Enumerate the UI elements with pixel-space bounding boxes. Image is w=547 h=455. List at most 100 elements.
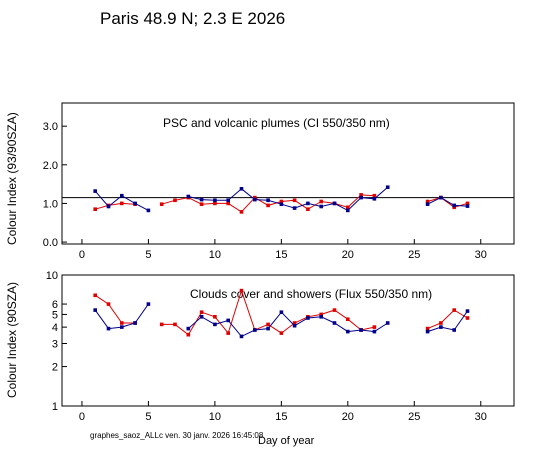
data-point-blue-top — [465, 204, 470, 208]
data-point-blue-top — [146, 208, 151, 213]
data-point-blue-top — [253, 197, 257, 202]
data-point-red-bottom — [173, 322, 177, 327]
data-point-blue-top — [279, 202, 284, 206]
data-point-red-bottom — [120, 321, 124, 325]
data-point-blue-bottom — [239, 334, 244, 339]
data-point-red-bottom — [439, 321, 443, 325]
plot-frame-top — [61, 102, 515, 245]
data-point-red-bottom — [372, 325, 377, 329]
series-group-top: 0 5 10 15 20 25 30 0.0 1.0 2.0 3.0 — [43, 121, 514, 261]
y-tick-label-bottom-5: 6 — [52, 299, 58, 311]
panel-psc: PSC and volcanic plumes (CI 550/350 nm) … — [5, 102, 515, 261]
data-point-red-bottom — [239, 288, 244, 293]
data-point-red-top — [93, 207, 97, 211]
data-point-red-bottom — [292, 321, 297, 325]
x-tick-label-bottom-10: 10 — [209, 411, 221, 423]
series-line-red-top-0 — [95, 202, 136, 210]
series-line-red-bottom-0 — [94, 294, 136, 324]
data-point-red-top — [465, 201, 470, 206]
series-line-blue-top-1 — [188, 186, 389, 212]
data-point-blue-top — [306, 201, 310, 206]
data-point-blue-top — [120, 193, 124, 198]
data-point-red-bottom — [319, 312, 323, 317]
data-point-red-top — [226, 201, 230, 206]
data-point-blue-top — [346, 208, 350, 213]
data-point-red-top — [292, 198, 297, 203]
data-point-red-bottom — [266, 322, 270, 327]
data-point-blue-top — [319, 204, 323, 209]
data-point-red-bottom — [199, 310, 204, 314]
y-tick-label-bottom-3: 4 — [52, 322, 58, 334]
x-axis-label: Day of year — [258, 435, 315, 447]
data-point-blue-top — [133, 201, 137, 206]
data-point-blue-bottom — [425, 329, 430, 334]
data-point-red-top — [239, 210, 244, 214]
y-tick-label-top-0: 0.0 — [43, 237, 58, 249]
data-point-blue-top — [425, 202, 430, 206]
figure-title: Paris 48.9 N; 2.3 E 2026 — [100, 9, 285, 28]
x-tick-label-top-20: 20 — [342, 249, 354, 261]
data-point-blue-bottom — [93, 308, 97, 312]
data-point-blue-top — [93, 189, 97, 193]
data-point-red-bottom — [213, 315, 217, 319]
data-point-blue-bottom — [226, 318, 230, 323]
data-point-blue-top — [186, 194, 191, 199]
data-point-red-top — [253, 195, 257, 200]
data-point-red-bottom — [465, 316, 470, 320]
footer-timestamp: graphes_saoz_ALLc ven. 30 janv. 2026 16:… — [90, 431, 264, 440]
data-point-red-top — [425, 199, 430, 204]
series-line-blue-top-2 — [427, 197, 468, 207]
x-tick-label-bottom-25: 25 — [408, 411, 420, 423]
data-point-red-bottom — [452, 308, 456, 312]
data-point-blue-top — [239, 187, 244, 191]
data-point-blue-bottom — [266, 326, 270, 331]
y-tick-label-top-1: 1.0 — [43, 198, 58, 210]
panel-clouds: Clouds cover and showers (Flux 550/350 n… — [5, 270, 515, 423]
y-axis-label-top: Colour Index (93/90SZA) — [5, 112, 19, 245]
y-tick-label-top-3: 3.0 — [43, 121, 58, 133]
data-point-red-bottom — [279, 331, 284, 335]
y-tick-label-bottom-1: 2 — [52, 362, 58, 374]
data-point-blue-bottom — [106, 326, 111, 331]
data-point-blue-bottom — [279, 310, 284, 314]
y-tick-label-top-2: 2.0 — [43, 160, 58, 172]
data-point-red-top — [266, 203, 270, 208]
annotation-clouds: Clouds cover and showers (Flux 550/350 n… — [190, 287, 432, 301]
data-point-blue-bottom — [292, 323, 297, 328]
data-point-blue-bottom — [372, 329, 377, 334]
annotation-psc: PSC and volcanic plumes (CI 550/350 nm) — [163, 116, 390, 130]
data-point-blue-bottom — [452, 328, 456, 332]
x-tick-label-top-15: 15 — [275, 249, 287, 261]
data-point-red-top — [120, 201, 124, 206]
data-point-blue-top — [385, 185, 390, 189]
data-point-red-top — [306, 207, 310, 211]
data-point-red-top — [346, 205, 350, 210]
data-point-blue-bottom — [133, 321, 137, 325]
data-point-blue-bottom — [465, 309, 470, 313]
x-tick-label-bottom-0: 0 — [79, 411, 85, 423]
data-point-blue-top — [332, 201, 337, 206]
x-tick-label-top-0: 0 — [79, 249, 85, 261]
x-tick-label-bottom-5: 5 — [145, 411, 151, 423]
data-point-blue-bottom — [120, 325, 124, 329]
data-point-blue-bottom — [319, 315, 323, 319]
data-point-blue-bottom — [306, 316, 310, 320]
data-point-blue-top — [439, 195, 443, 200]
data-point-red-bottom — [159, 322, 164, 327]
y-tick-label-bottom-6: 10 — [46, 270, 58, 282]
data-point-blue-bottom — [213, 322, 217, 327]
data-point-blue-top — [452, 203, 456, 208]
x-tick-label-top-10: 10 — [209, 249, 221, 261]
y-axis-label-bottom: Colour Index (90SZA) — [5, 282, 19, 398]
data-point-blue-bottom — [359, 328, 363, 332]
y-tick-label-bottom-2: 3 — [52, 338, 58, 350]
data-point-blue-top — [266, 198, 270, 203]
data-point-red-bottom — [425, 326, 430, 331]
data-point-red-top — [213, 201, 217, 206]
data-point-blue-bottom — [186, 326, 191, 331]
x-tick-label-bottom-15: 15 — [275, 411, 287, 423]
data-point-red-top — [279, 199, 284, 204]
data-point-red-top — [359, 193, 363, 197]
